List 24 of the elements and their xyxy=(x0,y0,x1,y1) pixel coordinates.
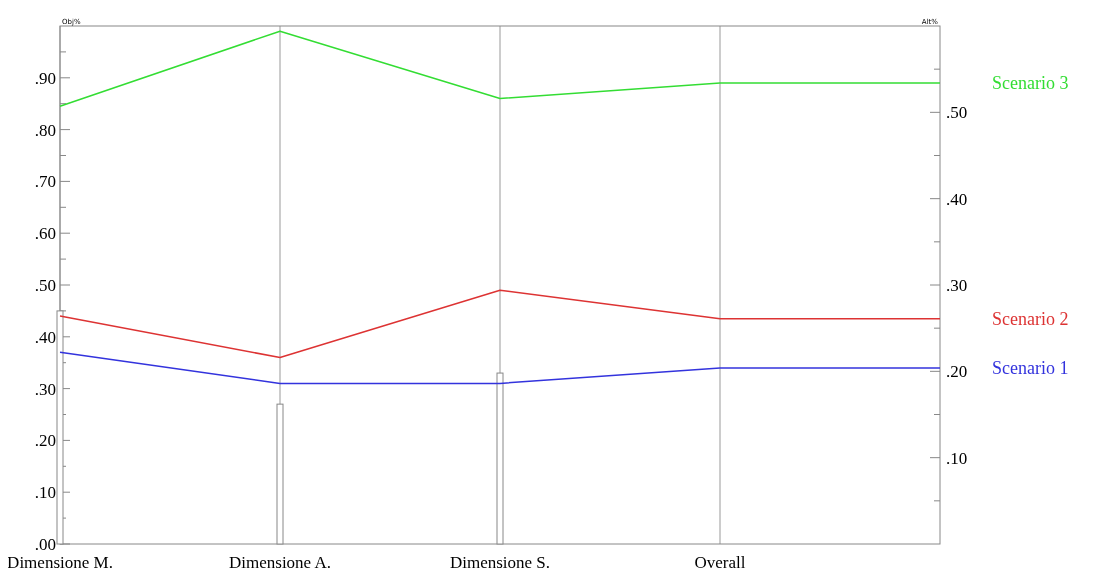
x-tick-label: Dimensione M. xyxy=(7,553,113,572)
y-tick-label: .30 xyxy=(34,379,56,399)
x-tick-label: Dimensione S. xyxy=(449,553,551,572)
x-tick-label: Overall xyxy=(694,553,746,572)
x-tick-label: Dimensione A. xyxy=(229,553,331,572)
y-tick-label: .60 xyxy=(34,224,56,244)
y-tick-label: .70 xyxy=(34,172,56,192)
y2-tick-label: .40 xyxy=(946,189,968,209)
y-tick-label: .80 xyxy=(34,120,56,140)
y-tick-label: .20 xyxy=(34,431,56,451)
y-tick-label: .10 xyxy=(34,483,56,503)
y2-tick-label: .50 xyxy=(946,103,968,123)
text: Scenario 2 xyxy=(992,308,1069,329)
text: Scenario 3 xyxy=(992,73,1069,94)
y2-tick-label: .30 xyxy=(946,275,968,295)
y2-tick-label: .10 xyxy=(946,448,968,468)
y2-tick-label: .20 xyxy=(946,362,968,382)
y-tick-label: .90 xyxy=(34,68,56,88)
text: Scenario 1 xyxy=(992,358,1069,379)
y-tick-label: .00 xyxy=(34,534,56,554)
line-series xyxy=(59,289,941,359)
line-series xyxy=(59,30,941,108)
y-tick-label: .40 xyxy=(34,327,56,347)
y-tick-label: .50 xyxy=(34,275,56,295)
